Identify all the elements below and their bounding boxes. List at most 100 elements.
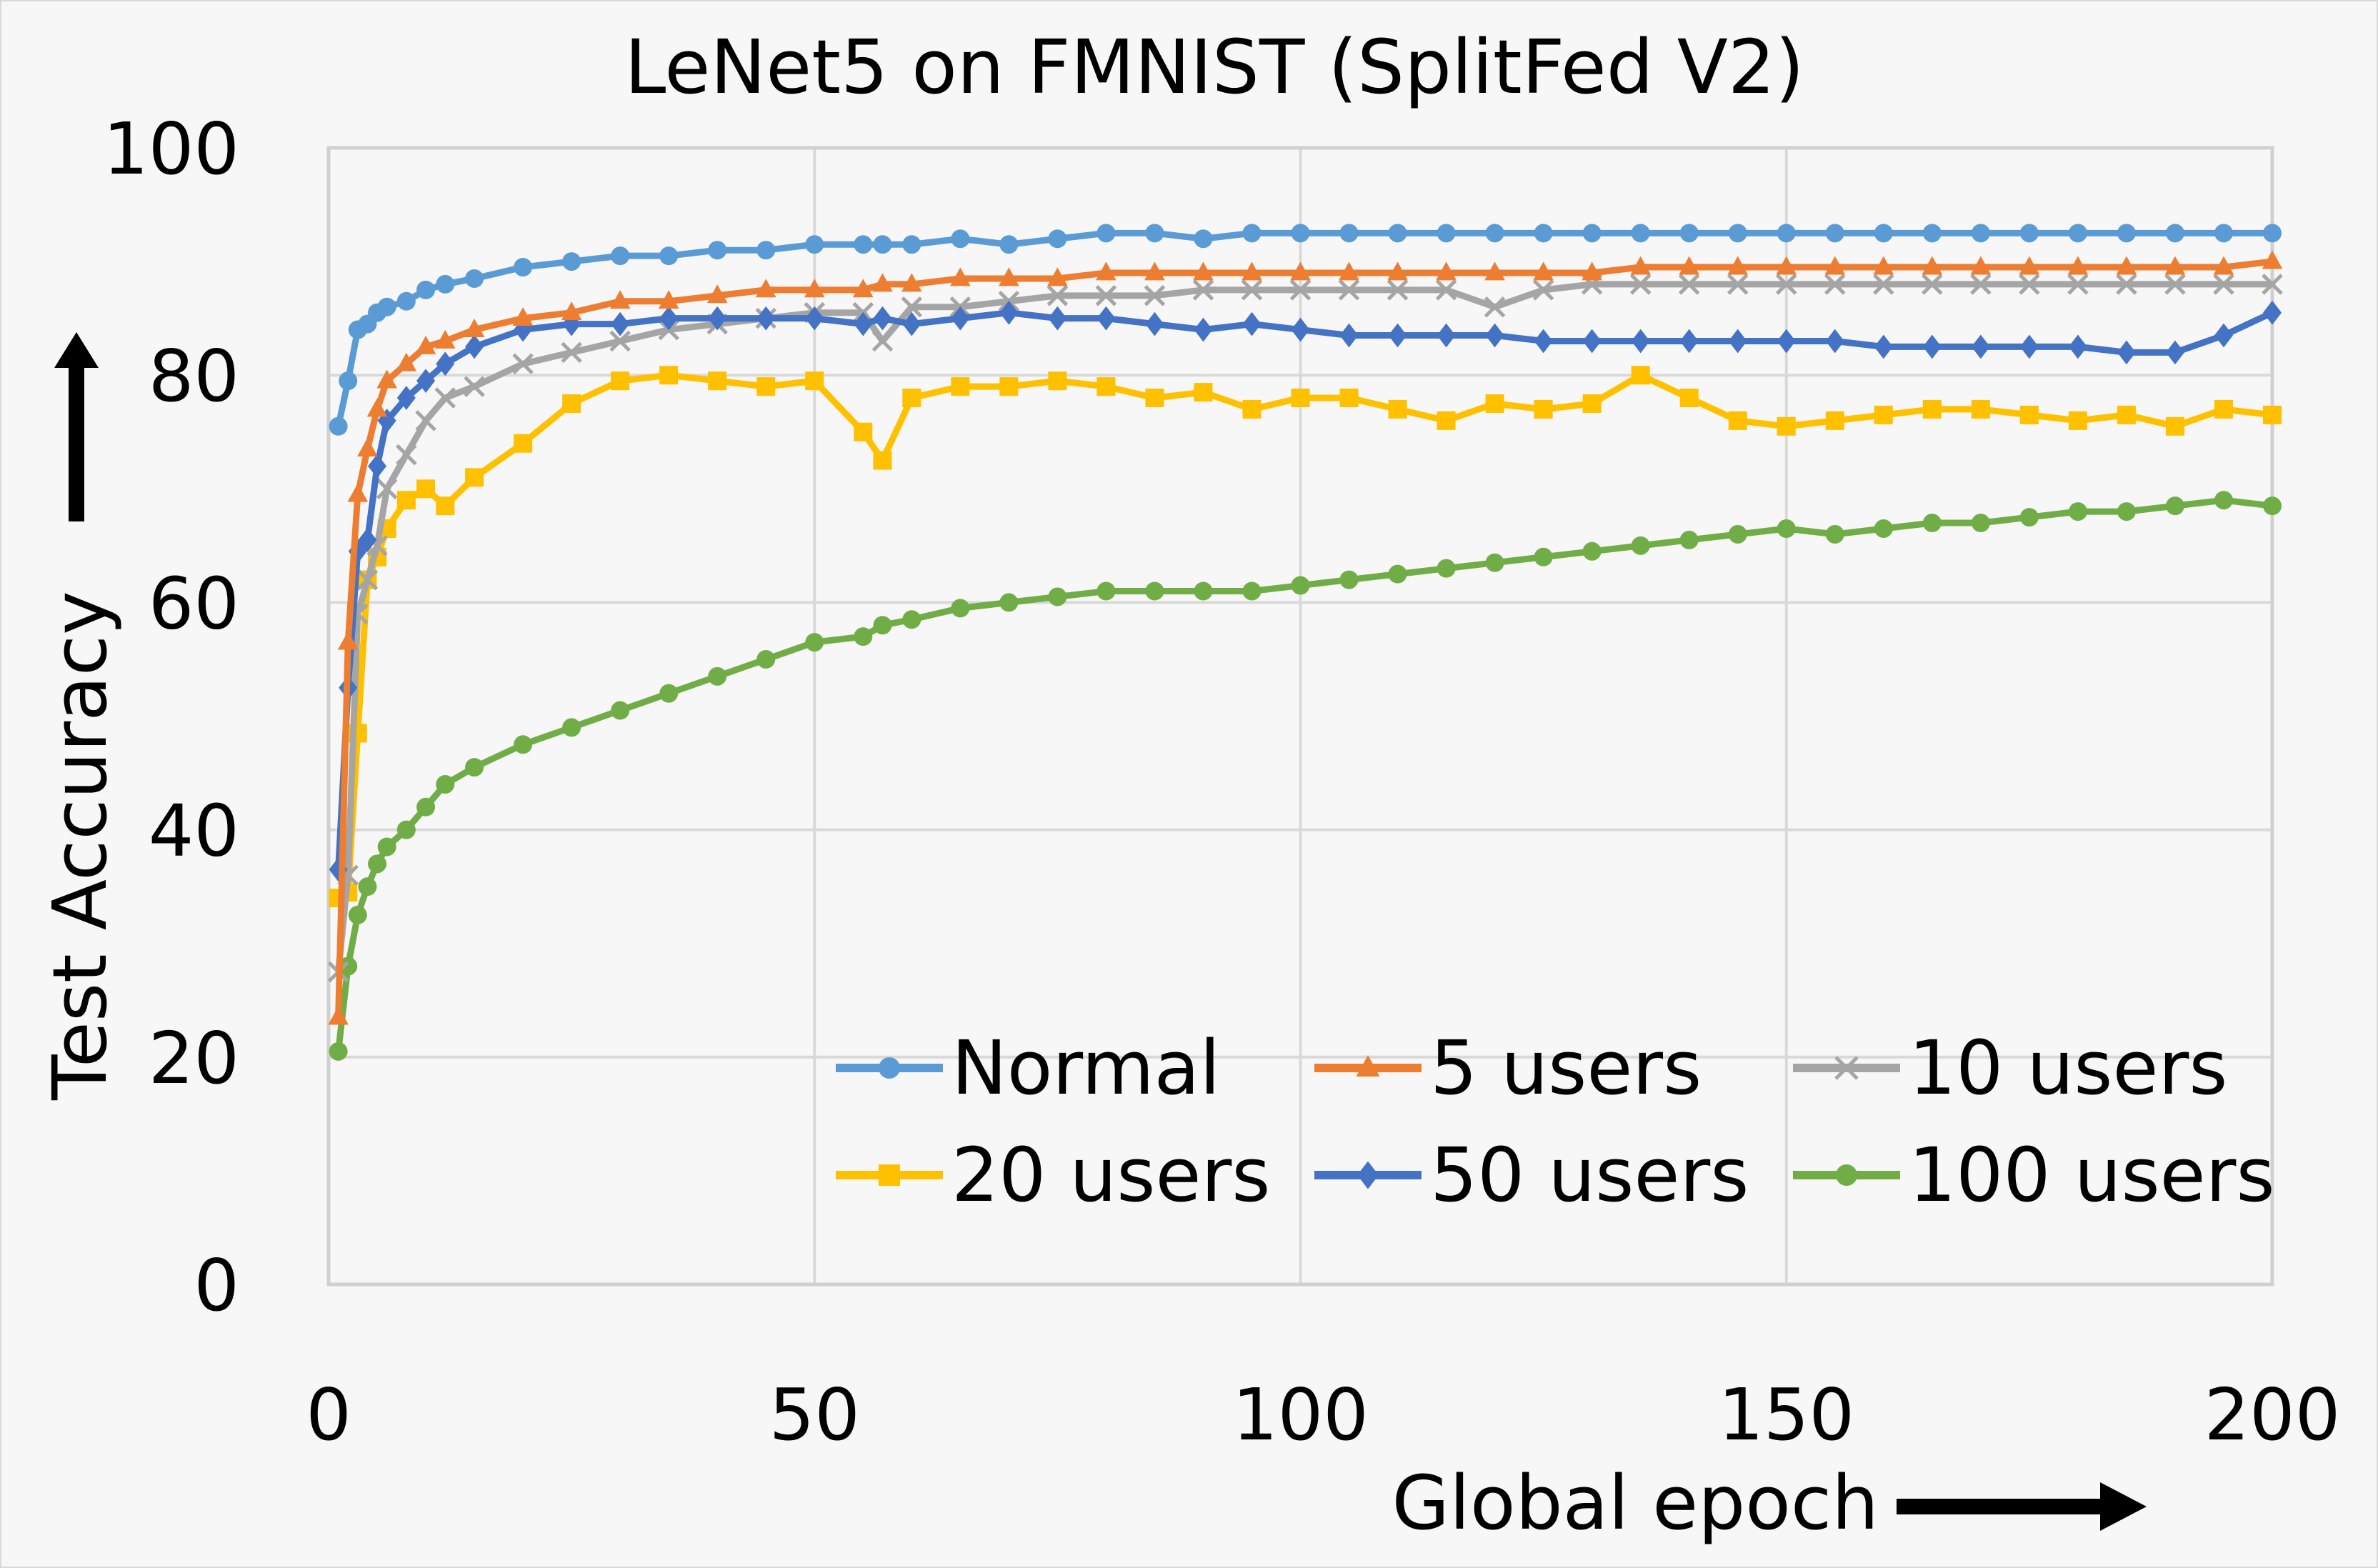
data-point-triangle — [804, 279, 825, 298]
data-point-triangle — [434, 329, 456, 349]
data-point-square — [2263, 405, 2282, 424]
data-point-square — [1096, 377, 1116, 396]
data-point-diamond — [951, 306, 970, 331]
data-point-triangle — [2019, 256, 2040, 275]
data-point-square — [1534, 399, 1553, 419]
data-point-triangle — [1873, 256, 1894, 275]
data-point-diamond — [873, 306, 892, 331]
data-point-circle — [1242, 581, 1262, 601]
data-point-square — [2165, 416, 2184, 436]
data-point-triangle — [658, 290, 679, 309]
data-point-diamond — [1485, 323, 1504, 348]
y-tick-label: 60 — [149, 561, 239, 645]
data-point-square — [879, 1164, 900, 1186]
data-point-circle — [1485, 553, 1504, 572]
y-axis-label: Test Accuracy — [36, 591, 124, 1101]
data-point-circle — [377, 297, 396, 316]
data-point-circle — [2214, 224, 2233, 243]
data-point-diamond — [1291, 317, 1310, 342]
data-point-square — [396, 491, 416, 510]
data-point-triangle — [999, 267, 1019, 286]
data-point-circle — [1291, 576, 1310, 595]
data-point-circle — [1679, 530, 1699, 549]
data-point-circle — [902, 610, 921, 629]
arrow-up-icon — [54, 332, 99, 521]
data-point-square — [1048, 371, 1067, 391]
data-point-circle — [1194, 229, 1213, 249]
data-point-circle — [659, 246, 679, 266]
data-point-triangle — [328, 1006, 349, 1025]
legend-item: 50 users — [1314, 1132, 1749, 1219]
data-point-triangle — [1193, 261, 1214, 281]
data-point-x — [356, 569, 379, 591]
data-point-circle — [562, 252, 581, 271]
data-point-circle — [1048, 587, 1067, 606]
plot-area-border — [326, 146, 2274, 1287]
data-point-triangle — [357, 438, 378, 457]
data-point-circle — [2214, 491, 2233, 510]
data-point-circle — [1582, 224, 1602, 243]
data-point-circle — [1922, 514, 1942, 533]
data-point-square — [611, 371, 630, 391]
data-point-circle — [1777, 224, 1796, 243]
data-point-x — [1775, 274, 1797, 295]
data-point-square — [2019, 405, 2039, 424]
data-point-diamond — [2165, 340, 2184, 365]
data-point-circle — [2068, 502, 2087, 521]
data-point-square — [2117, 405, 2136, 424]
y-tick-labels: 0 20 40 60 80 100 — [103, 107, 239, 1327]
data-point-square — [1339, 389, 1359, 408]
data-point-triangle — [366, 398, 388, 417]
data-point-diamond — [436, 351, 455, 376]
data-point-square — [756, 377, 776, 396]
data-point-square — [1777, 416, 1796, 436]
legend-item: Normal — [836, 1024, 1220, 1112]
data-point-triangle — [706, 284, 728, 304]
data-point-circle — [756, 649, 776, 669]
data-point-diamond — [358, 527, 377, 552]
data-point-circle — [999, 593, 1019, 612]
data-point-triangle — [1242, 261, 1262, 281]
data-point-circle — [999, 235, 1019, 254]
data-point-diamond — [659, 306, 679, 331]
data-point-circle — [756, 241, 776, 260]
data-point-square — [1485, 394, 1504, 413]
data-point-circle — [2117, 224, 2136, 243]
data-point-circle — [708, 241, 727, 260]
data-point-square — [1874, 405, 1893, 424]
data-point-x — [376, 478, 398, 500]
y-tick-label: 20 — [149, 1017, 239, 1100]
data-point-triangle — [347, 483, 369, 502]
data-point-triangle — [1970, 256, 1992, 275]
data-point-triangle — [464, 318, 485, 337]
data-point-square — [1194, 383, 1213, 402]
data-point-circle — [1825, 224, 1844, 243]
data-point-circle — [2165, 496, 2184, 516]
data-point-circle — [339, 957, 358, 976]
series-layer — [327, 224, 2283, 1061]
data-point-circle — [854, 627, 873, 646]
data-point-diamond — [1048, 306, 1067, 331]
data-point-diamond — [1874, 334, 1893, 359]
data-point-diamond — [416, 369, 436, 394]
data-point-circle — [1145, 224, 1164, 243]
data-point-diamond — [329, 857, 348, 882]
series-line — [336, 371, 2273, 901]
data-point-square — [1145, 389, 1164, 408]
data-point-x — [2262, 274, 2283, 295]
data-point-square — [1971, 399, 1990, 419]
data-point-circle — [396, 820, 416, 839]
data-point-circle — [1679, 224, 1699, 243]
data-point-diamond — [2263, 300, 2282, 325]
data-point-square — [708, 371, 727, 391]
data-point-square — [1631, 366, 1650, 385]
legend-label: Normal — [951, 1024, 1220, 1112]
data-point-circle — [377, 837, 396, 857]
y-tick-label: 0 — [194, 1244, 239, 1327]
data-point-square — [659, 366, 679, 385]
data-point-diamond — [1728, 329, 1747, 354]
data-point-triangle — [1290, 261, 1311, 281]
data-point-circle — [873, 616, 892, 635]
data-point-diamond — [1096, 306, 1116, 331]
data-point-diamond — [1388, 323, 1407, 348]
